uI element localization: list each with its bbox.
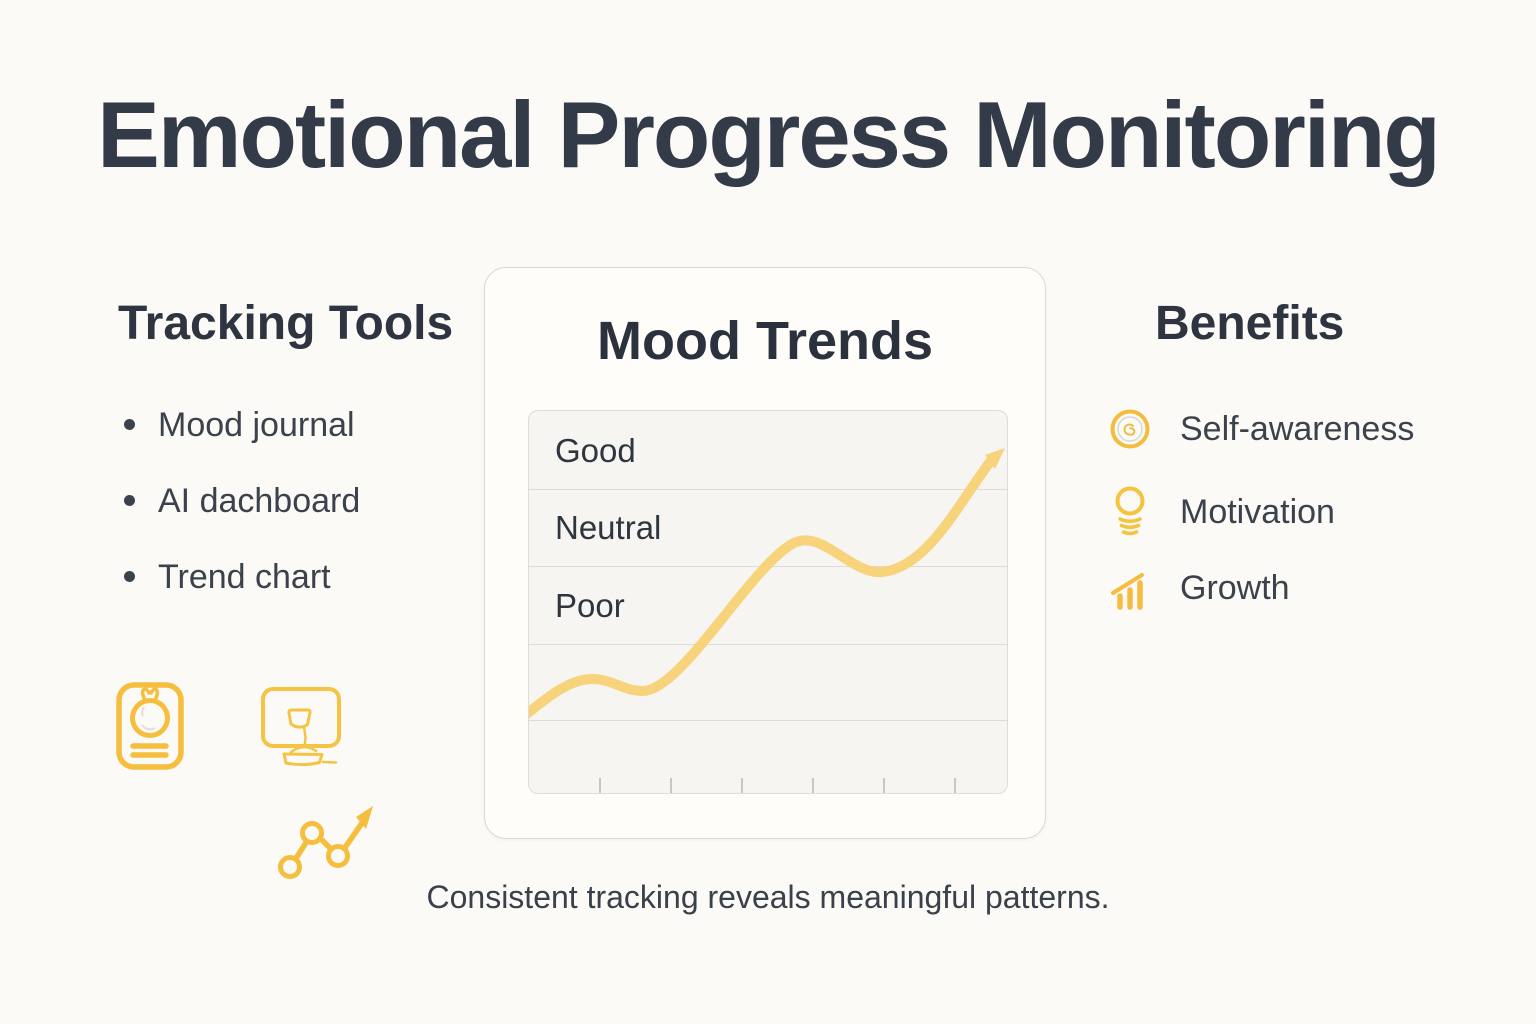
- benefits-heading: Benefits: [1155, 297, 1345, 350]
- gridline: [529, 720, 1007, 721]
- dashboard-icon: [261, 687, 341, 767]
- tracking-tools-heading: Tracking Tools: [118, 297, 454, 350]
- list-item-label: AI dachboard: [158, 482, 361, 520]
- trend-curve-arrowhead: [985, 448, 1005, 469]
- gridline: [529, 489, 1007, 490]
- mood-trends-title: Mood Trends: [597, 311, 933, 371]
- journal-icon: [116, 682, 184, 770]
- bullet-dot: [124, 495, 135, 506]
- trend-curve-path: [529, 457, 995, 719]
- y-band-label-neutral: Neutral: [555, 509, 662, 546]
- page-title: Emotional Progress Monitoring: [97, 82, 1441, 187]
- growth-bars-icon: [1111, 573, 1144, 610]
- benefit-row: Growth: [1108, 566, 1290, 610]
- mood-trends-card: Mood Trends Good Neutral Poor: [484, 267, 1046, 839]
- lightbulb-icon: [1115, 486, 1145, 536]
- tracking-tools-list: Mood journal AI dachboard Trend chart: [118, 408, 360, 636]
- benefit-label: Motivation: [1180, 492, 1335, 531]
- x-axis-tick: [954, 778, 956, 793]
- tracking-tools-section: Tracking Tools Mood journal AI dachboard…: [118, 297, 478, 595]
- eye-awareness-icon: [1110, 409, 1150, 449]
- x-axis-tick: [883, 778, 885, 793]
- mood-chart: Good Neutral Poor: [528, 410, 1008, 794]
- benefit-row: Self-awareness: [1108, 407, 1414, 451]
- bullet-dot: [124, 571, 135, 582]
- list-item: Trend chart: [118, 560, 360, 594]
- x-axis-tick: [599, 778, 601, 793]
- caption: Consistent tracking reveals meaningful p…: [426, 879, 1110, 915]
- benefit-label: Growth: [1180, 568, 1290, 607]
- benefit-row: Motivation: [1108, 486, 1335, 538]
- list-item-label: Trend chart: [158, 558, 331, 596]
- y-band-label-poor: Poor: [555, 587, 625, 624]
- gridline: [529, 644, 1007, 645]
- list-item: Mood journal: [118, 408, 360, 442]
- benefit-label: Self-awareness: [1180, 409, 1415, 448]
- x-axis-tick: [670, 778, 672, 793]
- x-axis-tick: [741, 778, 743, 793]
- trend-curve: [529, 448, 1005, 719]
- x-axis-tick: [812, 778, 814, 793]
- benefits-section: Benefits Self-awareness Motivation: [1108, 300, 1528, 660]
- bullet-dot: [124, 419, 135, 430]
- trend-arrow-icon: [278, 806, 373, 879]
- list-item-label: Mood journal: [158, 406, 355, 444]
- y-band-label-good: Good: [555, 432, 636, 469]
- list-item: AI dachboard: [118, 484, 360, 518]
